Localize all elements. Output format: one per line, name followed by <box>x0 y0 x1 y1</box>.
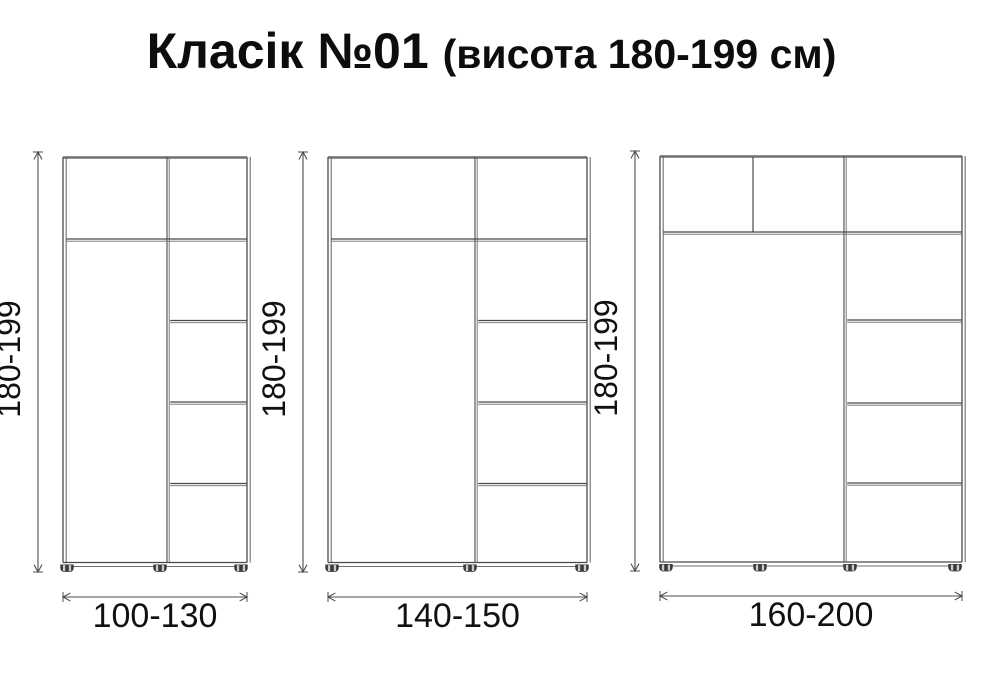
svg-text:180-199: 180-199 <box>0 300 27 417</box>
svg-text:180-199: 180-199 <box>256 300 292 417</box>
svg-text:180-199: 180-199 <box>588 299 624 416</box>
